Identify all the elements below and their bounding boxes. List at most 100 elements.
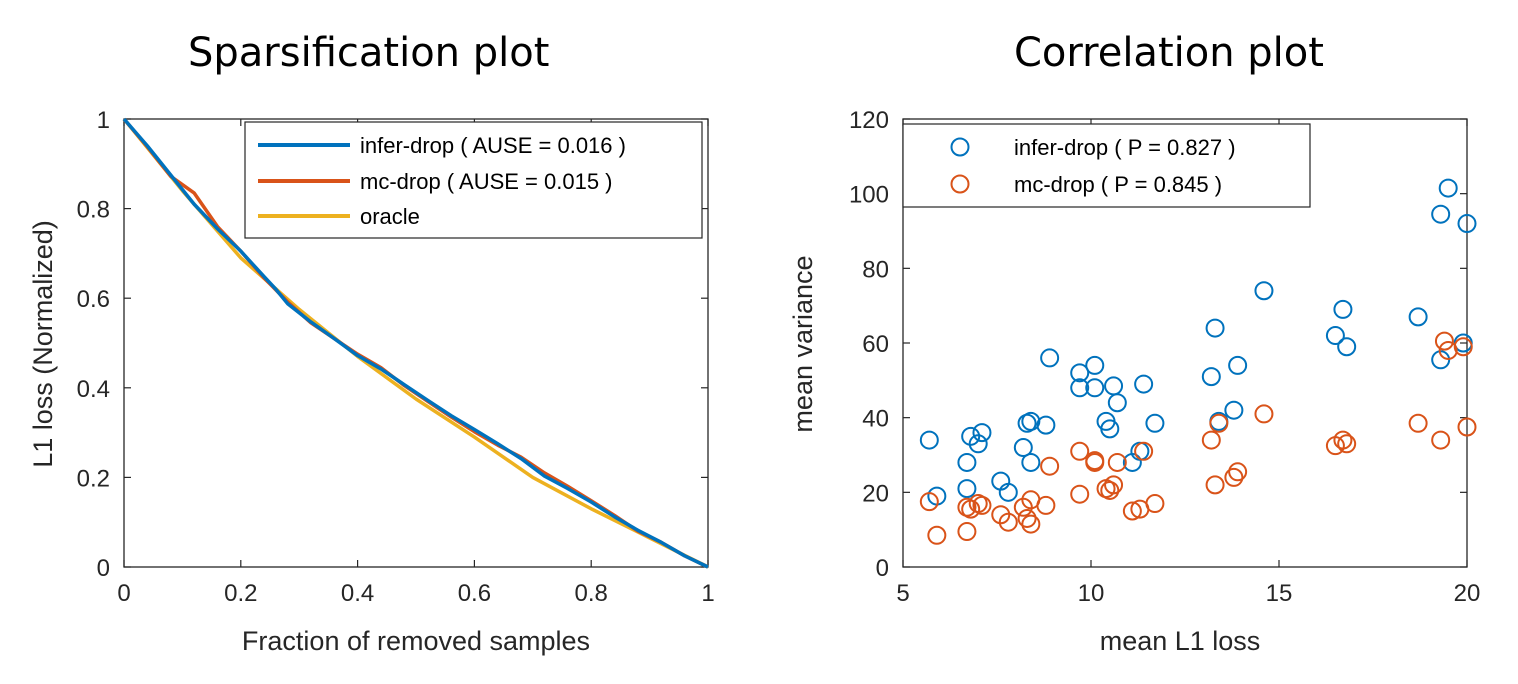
- axes-frame: 0 0.2 0.4 0.6 0.8 1 0 0.2 0.4 0.6 0.8 1: [77, 107, 715, 607]
- scatter-point: [1337, 337, 1357, 357]
- scatter-point: [1205, 475, 1225, 495]
- scatter-point: [1013, 438, 1033, 458]
- sparsification-legend: infer-drop ( AUSE = 0.016 ) mc-drop ( AU…: [244, 121, 703, 239]
- y-tick-label: 60: [862, 331, 889, 358]
- scatter-point: [1100, 419, 1120, 439]
- scatter-point: [957, 479, 977, 499]
- scatter-point: [1085, 355, 1105, 375]
- scatter-point: [1104, 376, 1124, 396]
- scatter-point: [1431, 204, 1451, 224]
- scatter-point: [1228, 355, 1248, 375]
- y-tick-label: 0: [97, 555, 110, 582]
- scatter-point: [1085, 378, 1105, 398]
- scatter-point: [1122, 501, 1142, 521]
- y-axis-label: L1 loss (Normalized): [28, 220, 58, 468]
- scatter-point: [1333, 430, 1353, 450]
- x-tick-label: 10: [1078, 580, 1105, 607]
- x-axis-label: Fraction of removed samples: [242, 626, 590, 656]
- scatter-point: [1145, 494, 1165, 514]
- scatter-point: [1107, 452, 1127, 472]
- scatter-point: [957, 522, 977, 542]
- series-line-infer-drop: [122, 117, 709, 569]
- x-tick-label: 15: [1266, 580, 1293, 607]
- scatter-point: [1036, 495, 1056, 515]
- x-tick-label: 0.4: [341, 580, 374, 607]
- scatter-point: [1254, 281, 1274, 301]
- scatter-point: [1434, 331, 1454, 351]
- legend-label-oracle: oracle: [360, 204, 420, 229]
- y-tick-label: 0.8: [77, 197, 110, 224]
- scatter-point: [1224, 467, 1244, 487]
- scatter-point: [957, 452, 977, 472]
- scatter-point: [1431, 430, 1451, 450]
- correlation-legend: infer-drop ( P = 0.827 ) mc-drop ( P = 0…: [902, 123, 1311, 208]
- y-tick-label: 0.2: [77, 465, 110, 492]
- scatter-point: [1209, 413, 1229, 433]
- legend-label-infer-drop: infer-drop ( P = 0.827 ): [1014, 135, 1236, 160]
- series-line-oracle: [122, 117, 709, 569]
- x-tick-label: 0.6: [458, 580, 491, 607]
- scatter-point: [1100, 480, 1120, 500]
- scatter-point: [927, 525, 947, 545]
- scatter-point: [1228, 462, 1248, 482]
- scatter-point: [1254, 404, 1274, 424]
- scatter-point: [1070, 378, 1090, 398]
- y-tick-label: 1: [97, 107, 110, 134]
- y-axis-label: mean variance: [788, 255, 818, 432]
- x-tick-label: 0.8: [575, 580, 608, 607]
- series-points-mc-drop: [919, 331, 1477, 545]
- x-tick-label: 1: [701, 580, 714, 607]
- scatter-point: [1040, 348, 1060, 368]
- scatter-point: [1453, 337, 1473, 357]
- scatter-point: [998, 512, 1018, 532]
- scatter-point: [919, 430, 939, 450]
- scatter-point: [1333, 299, 1353, 319]
- scatter-point: [1070, 441, 1090, 461]
- y-tick-label: 120: [849, 107, 889, 134]
- scatter-point: [1408, 413, 1428, 433]
- scatter-point: [1021, 452, 1041, 472]
- x-tick-label: 0: [117, 580, 130, 607]
- chart-title-sparsification: Sparsification plot: [188, 30, 550, 76]
- legend-marker-mc-drop: [950, 174, 970, 194]
- y-tick-label: 20: [862, 480, 889, 507]
- axes-frame: 5 10 15 20 0 20 40 60 80 100 120: [849, 107, 1480, 607]
- plot-area-border: [123, 118, 709, 568]
- series-points-infer-drop: [919, 178, 1477, 506]
- x-tick-label: 20: [1454, 580, 1481, 607]
- scatter-point: [972, 495, 992, 515]
- scatter-point: [1205, 318, 1225, 338]
- scatter-point: [972, 423, 992, 443]
- y-tick-label: 0: [876, 555, 889, 582]
- scatter-point: [1325, 326, 1345, 346]
- scatter-point: [1201, 367, 1221, 387]
- chart-title-correlation: Correlation plot: [1014, 30, 1324, 76]
- scatter-point: [1070, 484, 1090, 504]
- scatter-point: [1457, 214, 1477, 234]
- scatter-point: [1085, 452, 1105, 472]
- y-tick-label: 40: [862, 406, 889, 433]
- scatter-point: [1036, 415, 1056, 435]
- sparsification-chart: 0 0.2 0.4 0.6 0.8 1 0 0.2 0.4 0.6 0.8 1 infer-drop …: [28, 107, 715, 656]
- scatter-point: [1134, 374, 1154, 394]
- scatter-point: [1457, 417, 1477, 437]
- scatter-point: [1040, 456, 1060, 476]
- scatter-point: [919, 492, 939, 512]
- legend-label-mc-drop: mc-drop ( P = 0.845 ): [1014, 172, 1222, 197]
- scatter-point: [1017, 508, 1037, 528]
- scatter-point: [1107, 393, 1127, 413]
- scatter-point: [1337, 434, 1357, 454]
- scatter-point: [1070, 363, 1090, 383]
- scatter-point: [998, 482, 1018, 502]
- scatter-point: [1201, 430, 1221, 450]
- scatter-point: [968, 434, 988, 454]
- x-tick-label: 5: [896, 580, 909, 607]
- scatter-point: [1104, 475, 1124, 495]
- scatter-point: [1145, 413, 1165, 433]
- y-tick-label: 0.6: [77, 286, 110, 313]
- scatter-point: [1438, 178, 1458, 198]
- x-axis-label: mean L1 loss: [1100, 626, 1261, 656]
- y-tick-label: 80: [862, 256, 889, 283]
- scatter-point: [1134, 441, 1154, 461]
